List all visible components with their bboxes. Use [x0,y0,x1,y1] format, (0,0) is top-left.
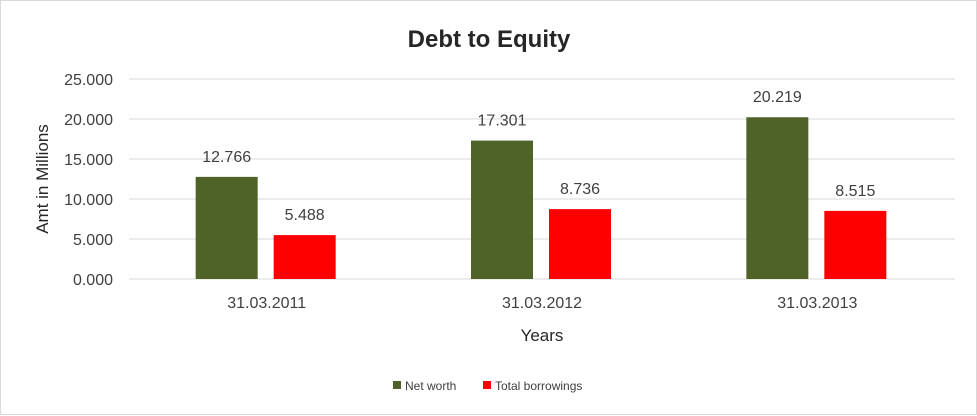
data-label: 12.766 [202,149,251,166]
legend-label: Total borrowings [495,379,582,393]
bar-total-borrowings [273,235,336,279]
bar-total-borrowings [549,209,611,279]
x-tick-label: 31.03.2013 [777,295,857,312]
bar-total-borrowings [824,210,887,279]
bar-net-worth [195,176,258,279]
bar-net-worth [471,140,533,279]
chart-title: Debt to Equity [408,26,571,53]
data-label: 17.301 [478,113,527,130]
data-label: 8.515 [835,183,875,200]
x-tick-label: 31.03.2012 [502,295,582,312]
y-tick-label: 20.000 [64,112,113,129]
x-axis-label: Years [521,326,564,345]
x-tick-label: 31.03.2011 [227,295,306,312]
data-label: 20.219 [753,89,802,106]
legend-label: Net worth [405,379,456,393]
y-tick-label: 25.000 [64,72,113,89]
y-tick-label: 5.000 [73,232,113,249]
y-axis-label: Amt in Millions [33,124,52,234]
bar-net-worth [746,117,809,279]
y-tick-label: 10.000 [64,192,113,209]
legend-swatch [483,381,491,389]
legend-swatch [393,381,401,389]
y-tick-label: 15.000 [64,152,113,169]
y-tick-label: 0.000 [73,272,113,289]
data-label: 8.736 [560,181,600,198]
data-label: 5.488 [285,207,325,224]
